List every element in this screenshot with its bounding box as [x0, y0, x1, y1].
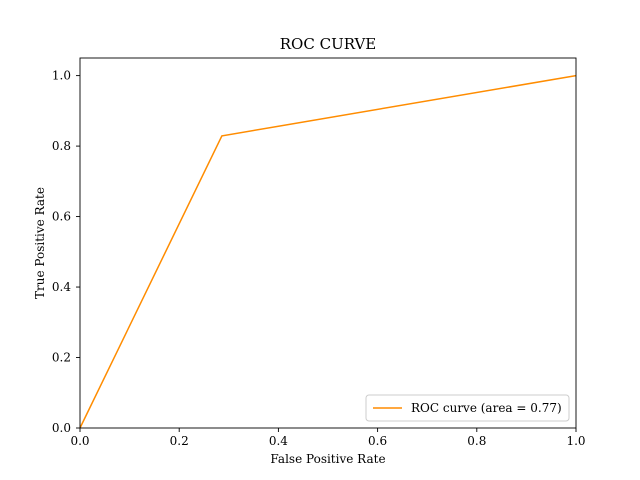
x-tick-label: 0.8 — [467, 434, 486, 448]
y-tick-label: 0.8 — [52, 139, 71, 153]
y-tick-label: 0.4 — [52, 280, 71, 294]
roc-curve-line — [79, 74, 577, 429]
y-axis-ticks: 0.0 0.2 0.4 0.6 0.8 1.0 — [52, 69, 80, 435]
legend: ROC curve (area = 0.77) — [365, 394, 570, 422]
y-tick-label: 0.2 — [52, 351, 71, 365]
plot-area-frame — [79, 57, 577, 429]
x-axis-label: False Positive Rate — [270, 452, 385, 466]
chart-title: ROC CURVE — [280, 35, 377, 53]
y-tick-label: 1.0 — [52, 69, 71, 83]
x-tick-label: 0.2 — [170, 434, 189, 448]
x-axis-ticks: 0.0 0.2 0.4 0.6 0.8 1.0 — [70, 428, 586, 448]
y-tick-label: 0.0 — [52, 421, 71, 435]
legend-box — [365, 394, 570, 422]
legend-label: ROC curve (area = 0.77) — [411, 401, 562, 415]
y-axis-label: True Positive Rate — [33, 187, 47, 299]
x-tick-label: 0.0 — [70, 434, 89, 448]
y-tick-label: 0.6 — [52, 210, 71, 224]
x-tick-label: 0.6 — [368, 434, 387, 448]
x-tick-label: 0.4 — [269, 434, 288, 448]
x-tick-label: 1.0 — [566, 434, 585, 448]
